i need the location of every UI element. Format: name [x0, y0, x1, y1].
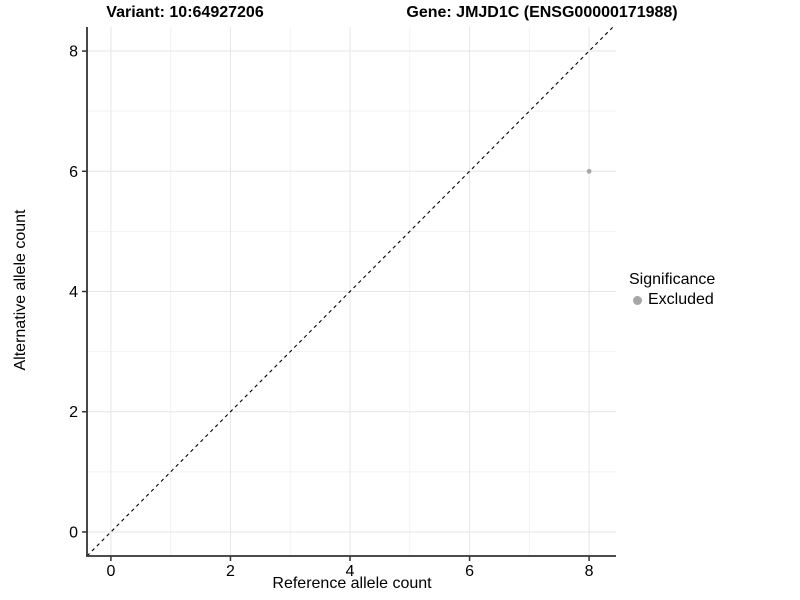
y-tick-label: 4 [69, 284, 78, 301]
x-tick-label: 8 [585, 563, 594, 580]
variant-title: Variant: 10:64927206 [106, 4, 264, 21]
plot-panel: 0 2 4 6 8 0 2 4 6 8 [69, 26, 616, 580]
legend-entry-label: Excluded [648, 291, 714, 309]
y-tick-label: 6 [69, 164, 78, 181]
y-tick-label: 2 [69, 404, 78, 421]
legend: Significance Excluded [629, 271, 715, 310]
legend-title: Significance [629, 271, 716, 288]
y-tick-label: 8 [69, 44, 78, 61]
identity-reference-line [86, 26, 614, 557]
y-tick-label: 0 [69, 524, 78, 541]
legend-point-swatch-icon [633, 296, 642, 306]
x-axis-title: Reference allele count [272, 575, 432, 592]
x-tick-label: 0 [106, 563, 115, 580]
x-tick-label: 4 [346, 563, 355, 580]
gene-title: Gene: JMJD1C (ENSG00000171988) [406, 4, 678, 21]
legend-entry-excluded: Excluded [629, 291, 715, 309]
y-axis-title: Alternative allele count [12, 209, 29, 371]
x-tick-label: 6 [465, 563, 474, 580]
data-point [586, 168, 592, 174]
x-tick-label: 2 [226, 563, 235, 580]
